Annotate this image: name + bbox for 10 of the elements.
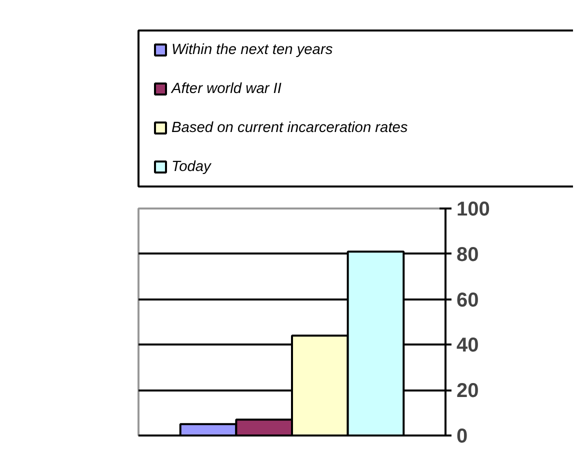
y-tick-label: 40 [456, 334, 479, 357]
y-tick-label: 100 [456, 198, 490, 220]
y-tick-label: 20 [456, 380, 479, 402]
y-tick-label: 0 [456, 426, 468, 448]
y-tick-label: 60 [456, 289, 479, 312]
legend-label: Today [172, 159, 213, 175]
legend-label: Based on current incarceration rates [172, 120, 408, 136]
y-tick-label: 80 [456, 244, 479, 266]
legend-label: After world war II [170, 81, 282, 97]
legend-label: Within the next ten years [172, 42, 334, 58]
